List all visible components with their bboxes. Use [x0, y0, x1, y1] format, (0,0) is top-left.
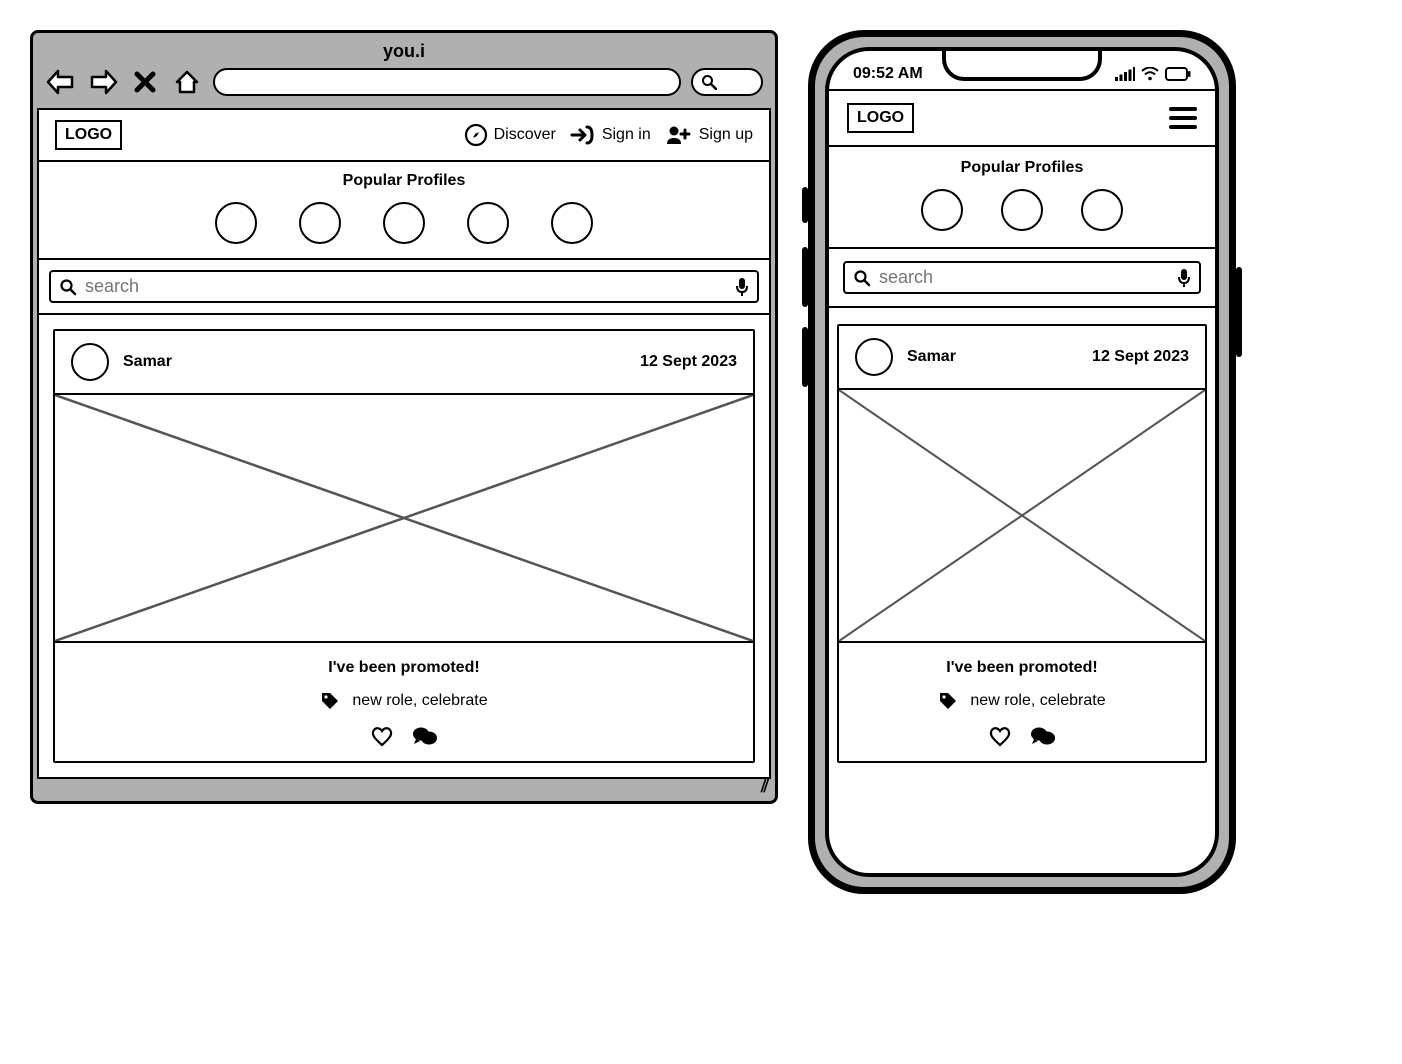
wifi-icon — [1141, 67, 1159, 81]
feed: Samar 12 Sept 2023 I've been promoted! n… — [39, 315, 769, 777]
post-actions — [65, 725, 743, 747]
back-button[interactable] — [45, 68, 77, 96]
profile-avatar[interactable] — [921, 189, 963, 231]
post-caption: I've been promoted! — [65, 659, 743, 677]
burger-line — [1169, 116, 1197, 120]
profile-avatar[interactable] — [299, 202, 341, 244]
battery-icon — [1165, 67, 1191, 81]
post-body: I've been promoted! new role, celebrate — [839, 643, 1205, 761]
browser-toolbar — [33, 64, 775, 108]
phone-screen: 09:52 AM LOGO Popular Profiles — [825, 47, 1219, 877]
profile-avatar[interactable] — [215, 202, 257, 244]
home-button[interactable] — [171, 68, 203, 96]
mic-icon[interactable] — [1177, 268, 1191, 288]
post-body: I've been promoted! new role, celebrate — [55, 643, 753, 761]
comment-icon[interactable] — [412, 725, 438, 747]
browser-title: you.i — [33, 33, 775, 64]
stop-button[interactable] — [129, 68, 161, 96]
signin-link[interactable]: Sign in — [570, 124, 651, 146]
menu-button[interactable] — [1169, 107, 1197, 129]
url-bar[interactable] — [213, 68, 681, 96]
comment-icon[interactable] — [1030, 725, 1056, 747]
phone-volume-up — [802, 247, 808, 307]
search-box[interactable] — [843, 261, 1201, 294]
post-tags-row: new role, celebrate — [849, 691, 1195, 711]
search-icon — [853, 269, 871, 287]
post-tags-row: new role, celebrate — [65, 691, 743, 711]
profile-avatar[interactable] — [383, 202, 425, 244]
discover-label: Discover — [494, 126, 556, 144]
logo[interactable]: LOGO — [55, 120, 122, 150]
post-author-avatar[interactable] — [71, 343, 109, 381]
search-icon — [59, 278, 77, 296]
phone-notch — [942, 47, 1102, 81]
burger-line — [1169, 107, 1197, 111]
post-caption: I've been promoted! — [849, 659, 1195, 677]
status-time: 09:52 AM — [853, 65, 923, 83]
popular-section: Popular Profiles — [39, 162, 769, 260]
mobile-header: LOGO — [829, 91, 1215, 147]
compass-icon — [464, 123, 488, 147]
phone-power-button — [1236, 267, 1242, 357]
post-header: Samar 12 Sept 2023 — [839, 326, 1205, 388]
post-image-placeholder — [55, 393, 753, 643]
search-section — [829, 249, 1215, 308]
app-desktop: LOGO Discover Sign in Sign up Popular Pr… — [37, 108, 771, 779]
post-author-name[interactable]: Samar — [123, 353, 172, 371]
app-mobile: LOGO Popular Profiles — [829, 89, 1215, 779]
mic-icon[interactable] — [735, 277, 749, 297]
signup-icon — [665, 124, 693, 146]
phone-silent-switch — [802, 187, 808, 223]
popular-profiles — [829, 189, 1215, 231]
post-card: Samar 12 Sept 2023 I've been promoted! n… — [837, 324, 1207, 763]
search-input[interactable] — [85, 276, 727, 297]
signal-icon — [1115, 67, 1135, 81]
post-card: Samar 12 Sept 2023 I've been promoted! n… — [53, 329, 755, 763]
search-box[interactable] — [49, 270, 759, 303]
logo[interactable]: LOGO — [847, 103, 914, 133]
search-section — [39, 260, 769, 315]
search-input[interactable] — [879, 267, 1169, 288]
profile-avatar[interactable] — [467, 202, 509, 244]
popular-title: Popular Profiles — [829, 159, 1215, 177]
like-icon[interactable] — [370, 725, 394, 747]
popular-title: Popular Profiles — [39, 172, 769, 190]
signup-link[interactable]: Sign up — [665, 124, 753, 146]
browser-search[interactable] — [691, 68, 763, 96]
header-actions: Discover Sign in Sign up — [464, 123, 753, 147]
feed: Samar 12 Sept 2023 I've been promoted! n… — [829, 308, 1215, 779]
signup-label: Sign up — [699, 126, 753, 144]
phone-frame: 09:52 AM LOGO Popular Profiles — [808, 30, 1236, 894]
signin-label: Sign in — [602, 126, 651, 144]
resize-handle-icon[interactable]: ⫽ — [761, 776, 769, 797]
profile-avatar[interactable] — [1001, 189, 1043, 231]
phone-volume-down — [802, 327, 808, 387]
app-header: LOGO Discover Sign in Sign up — [39, 110, 769, 162]
profile-avatar[interactable] — [1081, 189, 1123, 231]
browser-window: you.i LOGO Discover — [30, 30, 778, 804]
post-date: 12 Sept 2023 — [640, 353, 737, 371]
like-icon[interactable] — [988, 725, 1012, 747]
post-date: 12 Sept 2023 — [1092, 348, 1189, 366]
post-tags-text[interactable]: new role, celebrate — [970, 692, 1105, 710]
post-tags-text[interactable]: new role, celebrate — [352, 692, 487, 710]
popular-section: Popular Profiles — [829, 147, 1215, 249]
profile-avatar[interactable] — [551, 202, 593, 244]
post-author-avatar[interactable] — [855, 338, 893, 376]
tag-icon — [320, 691, 340, 711]
discover-link[interactable]: Discover — [464, 123, 556, 147]
post-author-name[interactable]: Samar — [907, 348, 956, 366]
burger-line — [1169, 125, 1197, 129]
forward-button[interactable] — [87, 68, 119, 96]
tag-icon — [938, 691, 958, 711]
post-actions — [849, 725, 1195, 747]
signin-icon — [570, 124, 596, 146]
post-image-placeholder — [839, 388, 1205, 643]
post-header: Samar 12 Sept 2023 — [55, 331, 753, 393]
popular-profiles — [39, 202, 769, 244]
